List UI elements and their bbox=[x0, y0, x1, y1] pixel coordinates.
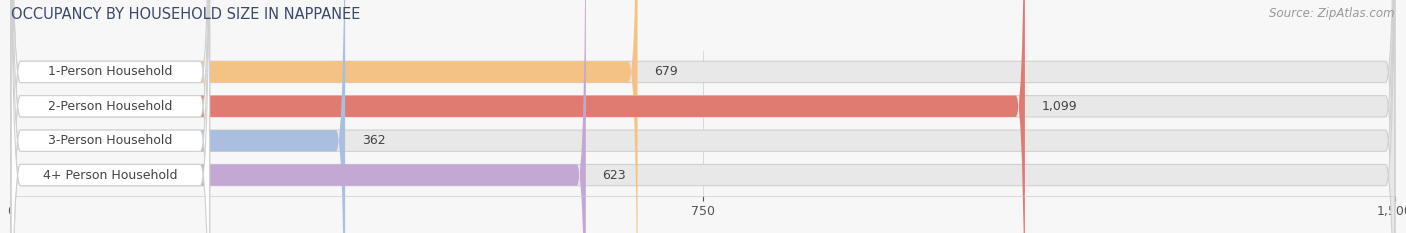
FancyBboxPatch shape bbox=[11, 0, 209, 233]
Text: 1,099: 1,099 bbox=[1042, 100, 1077, 113]
Text: OCCUPANCY BY HOUSEHOLD SIZE IN NAPPANEE: OCCUPANCY BY HOUSEHOLD SIZE IN NAPPANEE bbox=[11, 7, 360, 22]
FancyBboxPatch shape bbox=[11, 0, 1395, 233]
Text: Source: ZipAtlas.com: Source: ZipAtlas.com bbox=[1270, 7, 1395, 20]
Text: 679: 679 bbox=[654, 65, 678, 78]
FancyBboxPatch shape bbox=[11, 0, 637, 233]
Text: 362: 362 bbox=[361, 134, 385, 147]
FancyBboxPatch shape bbox=[11, 0, 344, 233]
FancyBboxPatch shape bbox=[11, 0, 1395, 233]
FancyBboxPatch shape bbox=[11, 0, 209, 233]
Text: 2-Person Household: 2-Person Household bbox=[48, 100, 173, 113]
FancyBboxPatch shape bbox=[11, 0, 1025, 233]
Text: 3-Person Household: 3-Person Household bbox=[48, 134, 173, 147]
FancyBboxPatch shape bbox=[11, 0, 1395, 233]
FancyBboxPatch shape bbox=[11, 0, 586, 233]
FancyBboxPatch shape bbox=[11, 0, 1395, 233]
FancyBboxPatch shape bbox=[11, 0, 209, 233]
Text: 1-Person Household: 1-Person Household bbox=[48, 65, 173, 78]
Text: 623: 623 bbox=[602, 169, 626, 182]
FancyBboxPatch shape bbox=[11, 0, 209, 233]
Text: 4+ Person Household: 4+ Person Household bbox=[44, 169, 177, 182]
